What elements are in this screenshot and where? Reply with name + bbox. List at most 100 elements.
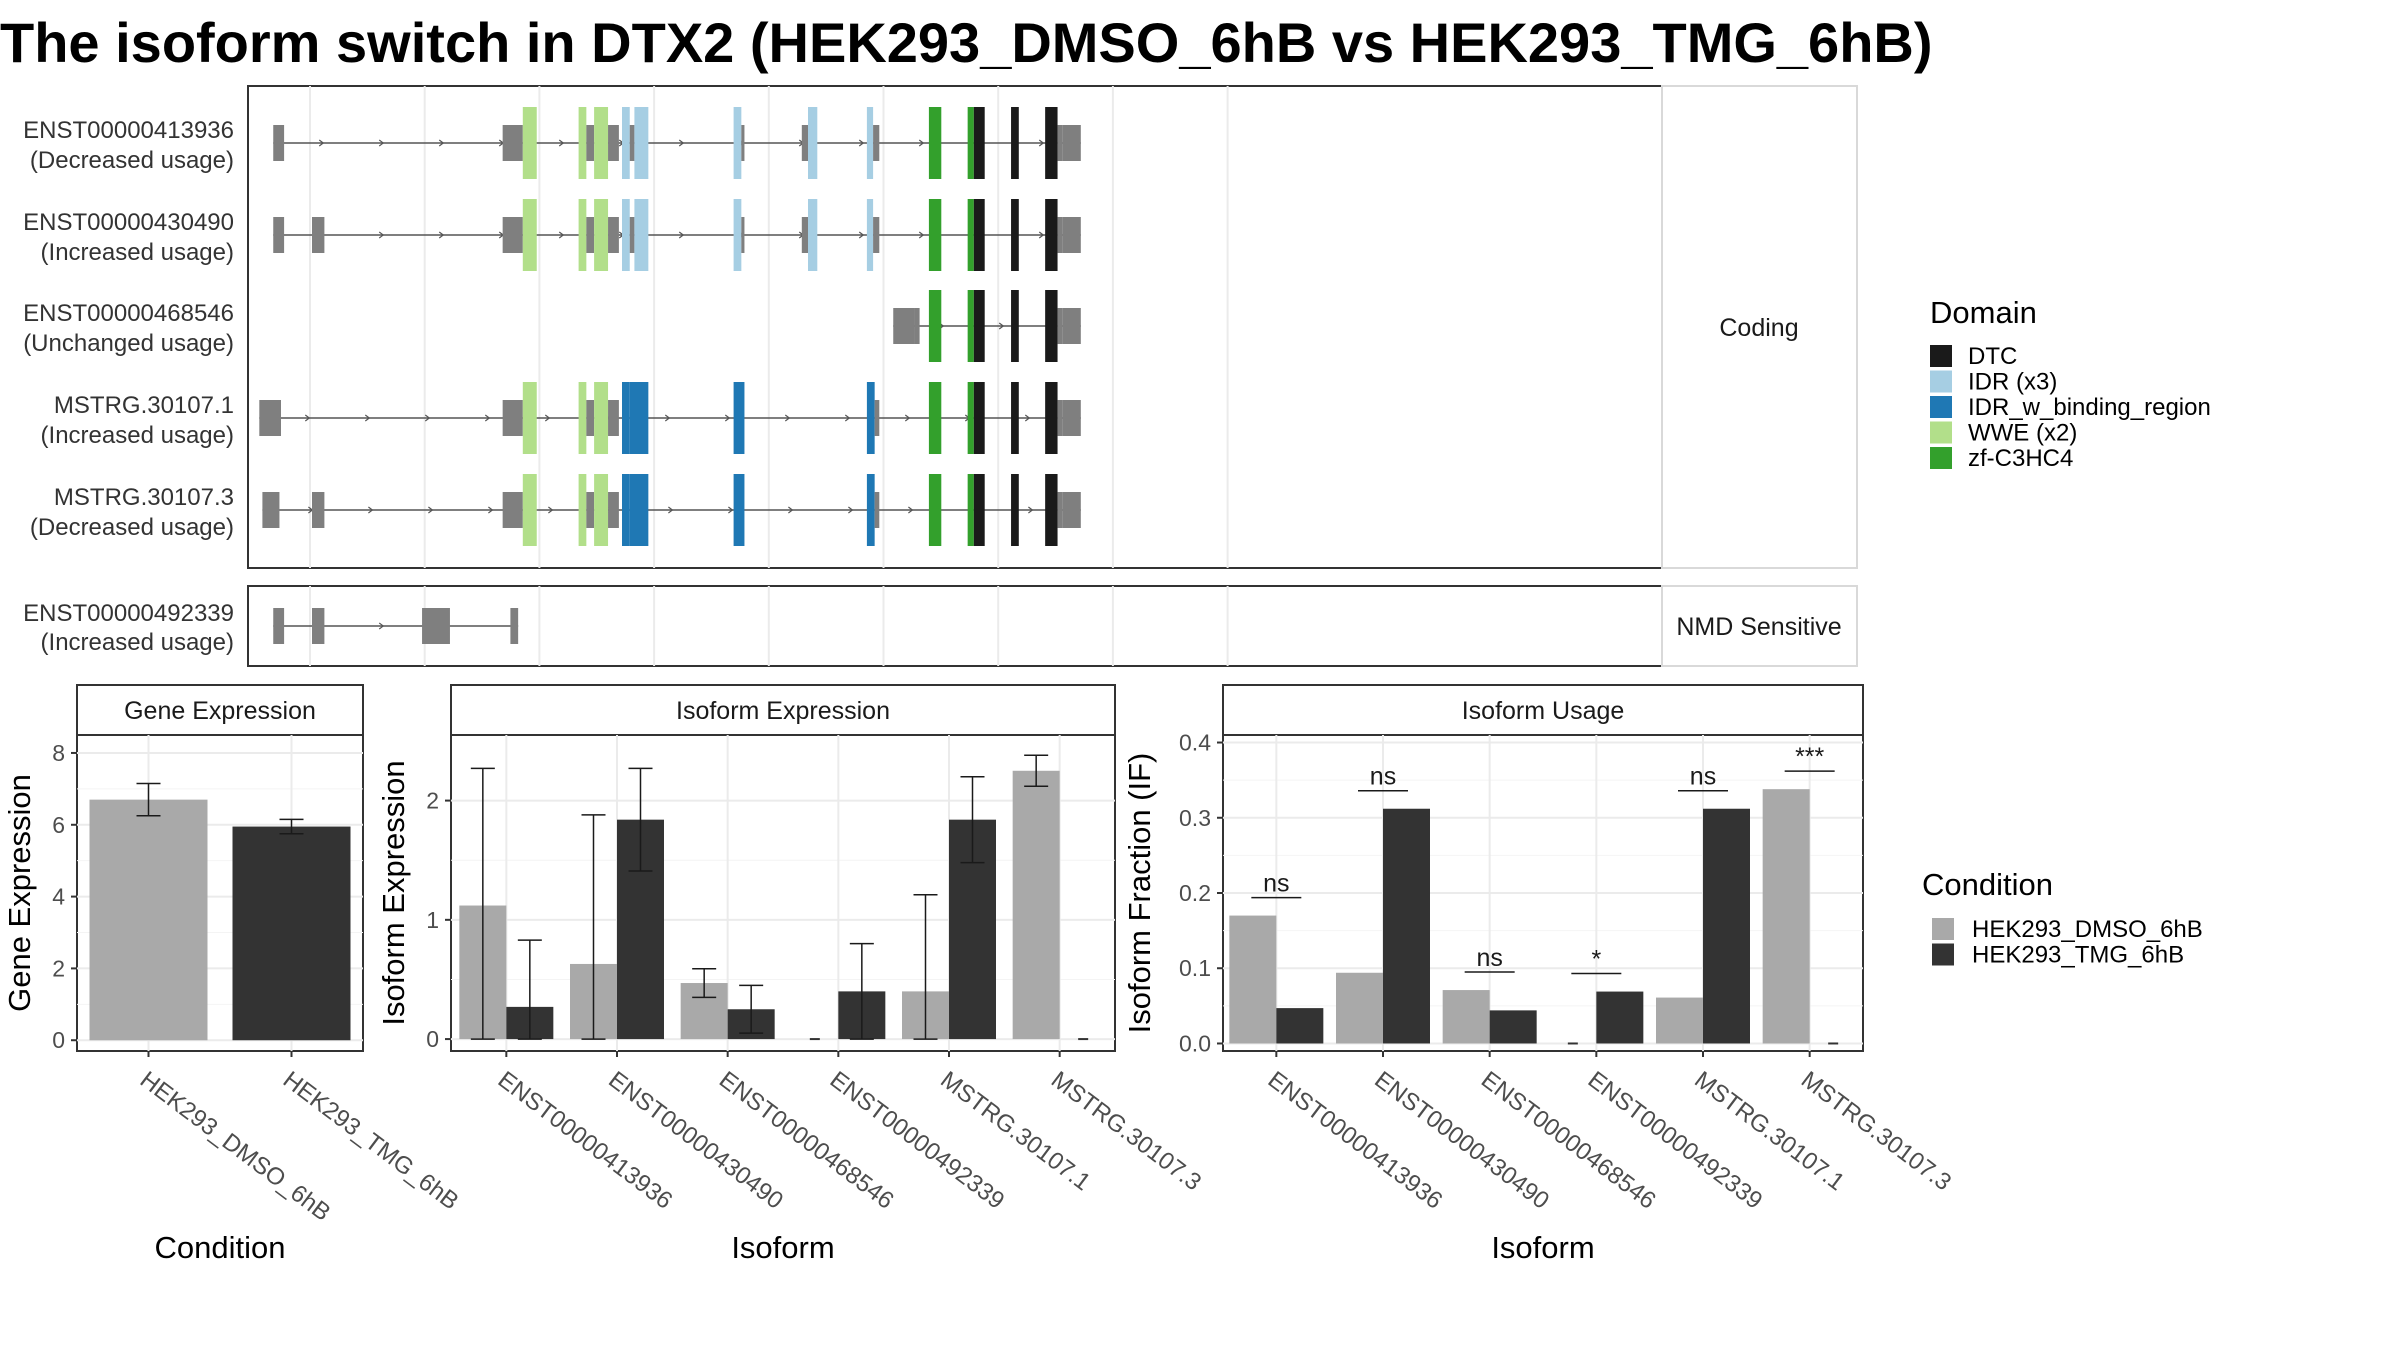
- isoform-enst00000413936-direction-arrow: [438, 139, 445, 147]
- isoform-enst00000430490-exon: [594, 199, 609, 271]
- isoform-enst00000468546-exon: [928, 290, 942, 362]
- isoform-enst00000413936-direction-arrow: [858, 139, 865, 147]
- isoform-enst00000413936-id-label: ENST00000413936: [23, 117, 234, 144]
- isoform-enst00000430490-exon: [622, 199, 630, 271]
- panel-strip-title: Gene Expression: [124, 697, 316, 725]
- isoform-enst00000413936-direction-arrow: [678, 139, 685, 147]
- isoform-mstrg.30107.1-exon: [874, 400, 880, 436]
- y-tick-label: 4: [52, 884, 65, 910]
- y-tick-label: 0.2: [1179, 880, 1211, 906]
- isoform-mstrg.30107.3-exon: [733, 474, 745, 546]
- isoform-mstrg.30107.1-exon: [511, 400, 523, 436]
- isoform-enst00000468546-exon: [893, 308, 915, 344]
- isoform-mstrg.30107.1-exon: [1057, 400, 1063, 436]
- bar: [1596, 991, 1644, 1044]
- isoform-enst00000468546-direction-arrow: [998, 322, 1005, 330]
- isoform-enst00000430490-direction-arrow: [378, 231, 385, 239]
- isoform-enst00000413936-exon: [578, 107, 587, 179]
- isoform-enst00000413936-exon: [928, 107, 942, 179]
- isoform-mstrg.30107.1-usage-label: (Increased usage): [41, 422, 234, 449]
- coding-facet-panel: [247, 85, 1663, 569]
- y-axis-title: Gene Expression: [2, 774, 37, 1012]
- isoform-enst00000430490-exon: [522, 199, 537, 271]
- isoform-mstrg.30107.3-exon: [578, 474, 587, 546]
- isoform-enst00000430490-direction-arrow: [438, 231, 445, 239]
- isoform-structure-panel: Coding ENST00000413936 (Decreased usage) EN…: [23, 85, 1858, 667]
- isoform-enst00000430490-exon: [866, 199, 874, 271]
- isoform-mstrg.30107.3-exon: [1045, 474, 1058, 546]
- isoform-enst00000492339-exon: [312, 608, 325, 644]
- isoform-enst00000430490-exon: [634, 199, 649, 271]
- isoform-mstrg.30107.1-exon: [967, 382, 974, 454]
- isoform-mstrg.30107.3-exon: [874, 492, 880, 528]
- y-tick-label: 6: [52, 812, 65, 838]
- isoform-enst00000430490-id-label: ENST00000430490: [23, 209, 234, 236]
- isoform-mstrg.30107.3-exon: [262, 492, 280, 528]
- isoform-mstrg.30107.1-direction-arrow: [364, 414, 371, 422]
- isoform-mstrg.30107.1-exon: [259, 400, 281, 436]
- isoform-mstrg.30107.1-exon: [866, 382, 875, 454]
- bar: [1229, 915, 1277, 1044]
- isoform-mstrg.30107.3-direction-arrow: [728, 506, 734, 514]
- isoform-mstrg.30107.1-direction-arrow: [424, 414, 431, 422]
- isoform-enst00000413936-exon: [522, 107, 537, 179]
- x-tick-label: ENST00000468546: [1476, 1066, 1661, 1214]
- isoform-mstrg.30107.3-exon: [594, 474, 609, 546]
- y-axis-title: Isoform Expression: [376, 760, 411, 1025]
- y-tick-label: 2: [426, 788, 439, 814]
- isoform-mstrg.30107.1-exon: [733, 382, 745, 454]
- isoform-mstrg.30107.1-exon: [586, 400, 595, 436]
- y-tick-label: 0.0: [1179, 1030, 1211, 1056]
- isoform-enst00000430490-direction-arrow: [918, 231, 925, 239]
- isoform-enst00000413936-exon: [741, 125, 745, 161]
- significance-label: ns: [1690, 763, 1716, 791]
- isoform-enst00000430490-exon: [808, 199, 818, 271]
- isoform-enst00000430490-direction-arrow: [558, 231, 565, 239]
- isoform-enst00000468546-exon: [973, 290, 985, 362]
- condition-legend-title: Condition: [1922, 867, 2053, 902]
- isoform-mstrg.30107.3-exon: [586, 492, 595, 528]
- isoform-mstrg.30107.1-direction-arrow: [544, 414, 551, 422]
- isoform-mstrg.30107.3-direction-arrow: [488, 506, 494, 514]
- isoform-enst00000430490-exon: [629, 217, 635, 253]
- isoform-mstrg.30107.3-direction-arrow: [1028, 506, 1034, 514]
- condition-legend-swatch: [1932, 943, 1954, 966]
- coding-facet-strip: [1661, 85, 1858, 569]
- isoform-enst00000492339-id-label: ENST00000492339: [23, 600, 234, 627]
- isoform-mstrg.30107.3-exon: [967, 474, 974, 546]
- domain-legend-swatch: [1930, 396, 1952, 418]
- isoform-mstrg.30107.1-exon: [973, 382, 985, 454]
- x-tick-label: ENST00000492339: [1583, 1066, 1768, 1214]
- significance-label: ns: [1263, 870, 1289, 898]
- x-tick-label: ENST00000413936: [1263, 1066, 1448, 1214]
- isoform-mstrg.30107.3-direction-arrow: [908, 506, 914, 514]
- isoform-mstrg.30107.1-direction-arrow: [664, 414, 671, 422]
- isoform-mstrg.30107.1-direction-arrow: [484, 414, 491, 422]
- plot-area: [450, 734, 1116, 1052]
- isoform-enst00000413936-exon: [866, 107, 874, 179]
- isoform-enst00000468546-exon: [1057, 308, 1063, 344]
- isoform-enst00000413936-exon: [586, 125, 595, 161]
- isoform-enst00000413936-direction-arrow: [318, 139, 325, 147]
- isoform-enst00000413936-exon: [608, 125, 619, 161]
- isoform-enst00000413936-exon: [634, 107, 649, 179]
- domain-legend-title: Domain: [1930, 295, 2037, 330]
- isoform-enst00000413936-usage-label: (Decreased usage): [30, 147, 234, 174]
- bar: [1762, 789, 1810, 1044]
- domain-legend-swatch: [1930, 421, 1952, 444]
- isoform-enst00000492339-exon: [273, 608, 285, 644]
- panel-strip: [450, 684, 1116, 736]
- isoform-enst00000430490-exon: [1011, 199, 1019, 271]
- isoform-mstrg.30107.3-direction-arrow: [788, 506, 794, 514]
- bar: [1442, 990, 1490, 1044]
- domain-legend-swatch: [1930, 447, 1952, 469]
- y-tick-label: 2: [52, 955, 65, 981]
- isoform-enst00000492339-usage-label: (Increased usage): [41, 629, 234, 656]
- isoform-enst00000413936-direction-arrow: [918, 139, 925, 147]
- isoform-mstrg.30107.1-direction-arrow: [844, 414, 851, 422]
- isoform-enst00000413936-exon: [273, 125, 285, 161]
- isoform-mstrg.30107.1-exon: [1011, 382, 1019, 454]
- isoform-enst00000413936-exon: [967, 107, 974, 179]
